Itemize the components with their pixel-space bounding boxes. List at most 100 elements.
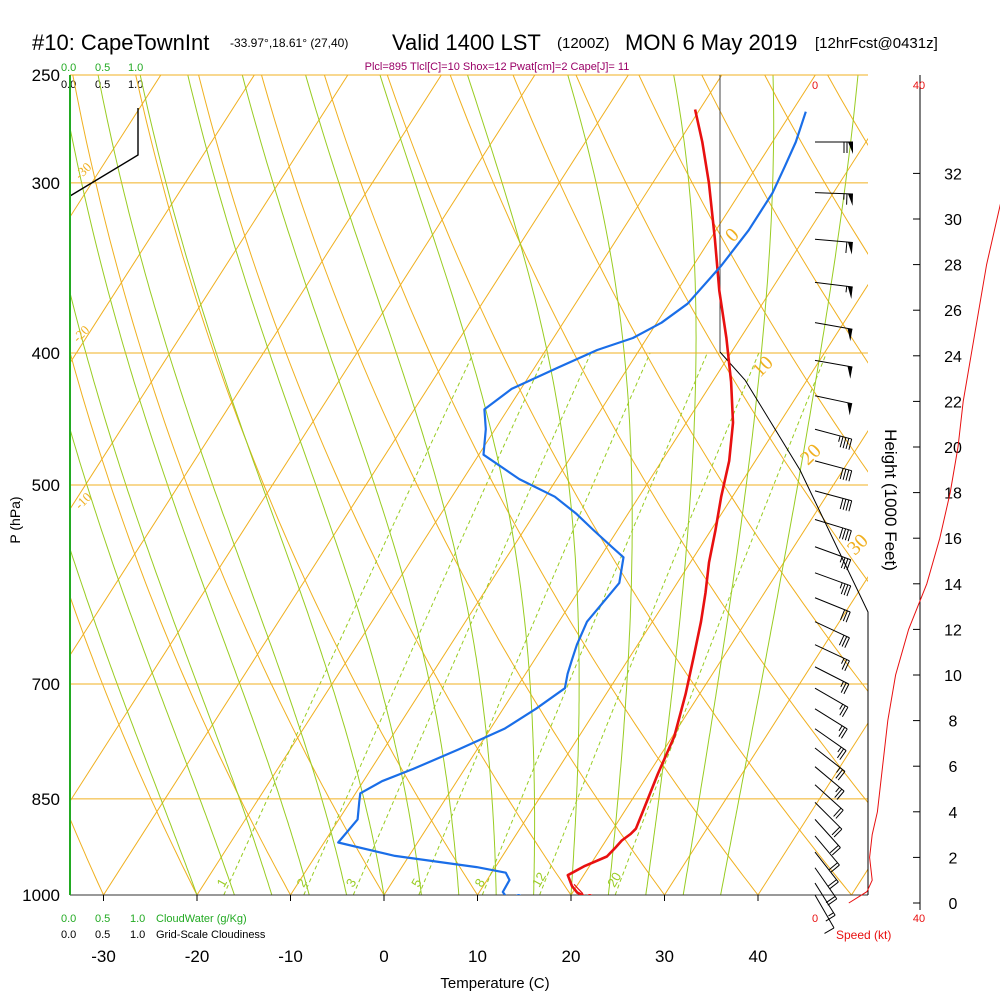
wind-barb-full — [840, 682, 847, 693]
dry-adiabat-line — [701, 75, 868, 364]
wind-barb — [814, 395, 853, 416]
height-tick-label: 4 — [949, 805, 958, 822]
wind-barb-half — [839, 703, 844, 710]
wind-barb — [815, 141, 853, 154]
wind-barb-flag — [847, 402, 853, 416]
wind-barb-full — [845, 469, 850, 481]
moist-adiabat-line — [682, 75, 775, 895]
wind-barb — [814, 835, 840, 873]
cloudwater-tick-bottom-2: 1.0 — [130, 913, 145, 925]
wind-barb — [814, 281, 853, 299]
pressure-tick-label: 700 — [32, 675, 60, 694]
wind-barb-full — [839, 527, 844, 539]
x-axis-label: Temperature (C) — [440, 975, 549, 992]
wind-barb-staff — [814, 644, 850, 662]
wind-barb-full — [842, 469, 847, 480]
wind-barb-staff — [814, 835, 840, 866]
dry-adiabat-line — [70, 350, 291, 895]
zulu-time: (1200Z) — [557, 35, 610, 52]
moist-adiabat-line — [70, 125, 310, 895]
dry-adiabat-line — [638, 75, 868, 473]
wind-barb-full — [836, 748, 845, 759]
cloudwater-tick-0: 0.0 — [61, 62, 76, 74]
wind-barb-full — [831, 826, 841, 836]
dry-adiabat-line — [386, 75, 852, 895]
wind-barb-half — [840, 681, 844, 688]
wind-barb-half — [838, 725, 843, 732]
mixing-ratio-label: 20 — [604, 870, 624, 890]
height-tick-label: 12 — [944, 622, 962, 639]
wind-barb-staff — [814, 708, 848, 730]
wind-barb-full — [840, 583, 846, 595]
wind-barb-full — [828, 862, 838, 871]
isotherm-label: -10 — [72, 489, 95, 512]
wind-barb — [814, 644, 850, 672]
dewpoint-line — [337, 111, 807, 895]
wind-barb-staff — [814, 281, 853, 288]
height-tick-label: 10 — [944, 668, 962, 685]
temperature-line — [566, 109, 735, 895]
wind-barb-staff — [814, 819, 841, 848]
wind-barb-staff — [814, 359, 853, 368]
wind-barb — [814, 747, 846, 781]
x-tick-label: 30 — [655, 947, 674, 966]
wind-barb-full — [841, 528, 847, 540]
wind-barb-full — [827, 879, 837, 887]
wind-barb-full — [824, 927, 835, 934]
wind-barb — [814, 572, 852, 597]
wind-barb-half — [835, 786, 840, 793]
wind-barb — [814, 801, 843, 838]
isotherm-line — [664, 576, 868, 895]
wind-barb — [814, 460, 853, 482]
wind-barb-full — [835, 809, 844, 819]
wind-barb-full — [841, 636, 848, 647]
wind-barb — [814, 784, 844, 819]
wind-barb-full — [839, 436, 844, 448]
dry-adiabat-lines — [70, 75, 868, 895]
x-tick-label: -10 — [278, 947, 303, 966]
moist-adiabat-line — [645, 75, 697, 895]
wind-barb-full — [841, 706, 849, 718]
height-tick-label: 32 — [944, 166, 962, 183]
wind-barb-staff — [814, 572, 851, 587]
isotherm-line — [757, 722, 868, 895]
wind-barb-staff — [814, 747, 846, 772]
cloudwater-tick-1: 0.5 — [95, 62, 110, 74]
wind-barb-flag — [848, 193, 853, 206]
wind-barb-full — [840, 557, 846, 569]
wind-barb — [814, 428, 853, 450]
wind-barb-full — [825, 914, 836, 922]
dry-adiabat-line — [449, 75, 868, 804]
cloudiness-tick-0: 0.0 — [61, 79, 76, 91]
wind-barb-half — [839, 582, 843, 589]
wind-barb-staff — [814, 597, 851, 613]
wind-barb-full — [838, 635, 845, 646]
wind-barb-staff — [814, 851, 839, 883]
wind-barb-flag — [847, 328, 853, 342]
speed-tick-bottom: 40 — [913, 913, 925, 925]
wind-barb-full — [835, 769, 843, 779]
wind-barb-full — [843, 558, 849, 570]
mixing-ratio-line — [614, 352, 827, 895]
height-tick-label: 26 — [944, 303, 962, 320]
surface-dewpoint-dot — [515, 894, 522, 895]
wind-barb-full — [837, 771, 846, 781]
wind-barb-full — [844, 660, 850, 672]
cloudiness-label: Grid-Scale Cloudiness — [156, 929, 266, 941]
wind-barb — [814, 819, 841, 856]
wind-barb-full — [840, 609, 846, 621]
wind-barb-full — [839, 498, 844, 510]
wind-barb-staff — [814, 766, 845, 792]
wind-barb-staff — [814, 395, 853, 405]
dry-adiabat-line — [70, 595, 198, 895]
pressure-tick-label: 250 — [32, 66, 60, 85]
dry-adiabat-line — [135, 75, 478, 895]
cloudwater-tick-2: 1.0 — [128, 62, 143, 74]
wind-barb-staff — [814, 490, 852, 502]
cloudwater-tick-bottom-0: 0.0 — [61, 913, 76, 925]
wind-barb-full — [829, 881, 839, 890]
wind-barb-staff — [814, 428, 852, 440]
wind-barb-half — [836, 767, 841, 773]
pressure-tick-label: 300 — [32, 174, 60, 193]
wind-barb-half — [841, 658, 845, 664]
